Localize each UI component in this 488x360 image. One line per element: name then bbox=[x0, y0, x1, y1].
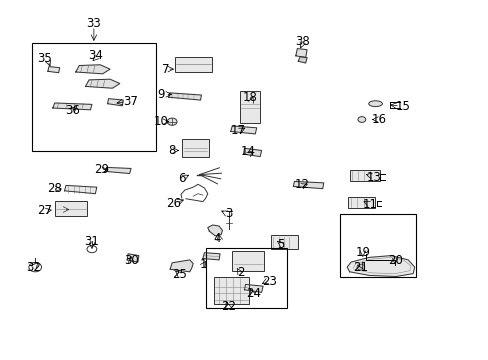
Bar bbox=[339, 214, 415, 277]
Text: 31: 31 bbox=[84, 235, 99, 248]
Text: 27: 27 bbox=[38, 204, 52, 217]
Text: 18: 18 bbox=[243, 91, 257, 104]
Ellipse shape bbox=[368, 101, 382, 107]
Polygon shape bbox=[244, 284, 263, 292]
Text: 37: 37 bbox=[123, 95, 138, 108]
Bar bbox=[32, 43, 156, 151]
Text: 36: 36 bbox=[65, 104, 80, 117]
Text: 12: 12 bbox=[294, 178, 309, 191]
Circle shape bbox=[356, 264, 364, 270]
Text: 25: 25 bbox=[172, 268, 187, 281]
Circle shape bbox=[357, 117, 365, 122]
Text: 5: 5 bbox=[277, 238, 285, 251]
Text: 24: 24 bbox=[245, 287, 260, 300]
Bar bbox=[206, 248, 286, 308]
Bar bbox=[349, 170, 379, 181]
Polygon shape bbox=[293, 181, 323, 189]
Text: 29: 29 bbox=[94, 163, 109, 176]
Text: 38: 38 bbox=[294, 35, 309, 48]
Bar bbox=[232, 251, 264, 271]
Bar bbox=[271, 235, 298, 249]
Bar bbox=[214, 277, 249, 304]
Text: 15: 15 bbox=[395, 100, 410, 113]
Text: 4: 4 bbox=[213, 232, 221, 245]
Text: 10: 10 bbox=[154, 115, 168, 128]
Text: 14: 14 bbox=[241, 145, 255, 158]
Text: 34: 34 bbox=[88, 49, 102, 62]
Text: 9: 9 bbox=[157, 88, 165, 101]
Text: 30: 30 bbox=[123, 255, 138, 267]
Polygon shape bbox=[85, 79, 120, 88]
Text: 3: 3 bbox=[224, 207, 232, 220]
Text: 8: 8 bbox=[168, 144, 176, 157]
Bar bbox=[182, 139, 208, 157]
Polygon shape bbox=[48, 67, 60, 73]
Text: 21: 21 bbox=[353, 261, 367, 274]
Polygon shape bbox=[64, 185, 97, 194]
Text: 6: 6 bbox=[178, 172, 185, 185]
Text: 16: 16 bbox=[371, 113, 386, 126]
Text: 28: 28 bbox=[47, 183, 62, 195]
Text: 2: 2 bbox=[236, 266, 244, 279]
Polygon shape bbox=[207, 225, 222, 236]
Text: 23: 23 bbox=[262, 275, 277, 288]
Circle shape bbox=[167, 118, 177, 125]
Polygon shape bbox=[76, 65, 110, 74]
Bar bbox=[55, 201, 86, 216]
Polygon shape bbox=[243, 148, 261, 157]
Polygon shape bbox=[203, 253, 220, 260]
Text: 11: 11 bbox=[363, 198, 377, 211]
Text: 26: 26 bbox=[166, 197, 181, 210]
Polygon shape bbox=[295, 49, 306, 58]
Text: 7: 7 bbox=[161, 63, 169, 76]
Text: 19: 19 bbox=[355, 246, 369, 259]
Text: 13: 13 bbox=[366, 171, 381, 184]
Polygon shape bbox=[105, 167, 131, 174]
Bar bbox=[347, 197, 374, 208]
Bar bbox=[239, 91, 260, 123]
Polygon shape bbox=[107, 99, 123, 106]
Polygon shape bbox=[170, 260, 193, 272]
Text: 20: 20 bbox=[387, 255, 402, 267]
Polygon shape bbox=[53, 103, 92, 110]
Polygon shape bbox=[127, 254, 139, 262]
Text: 1: 1 bbox=[199, 258, 206, 271]
Text: 22: 22 bbox=[221, 300, 236, 313]
Polygon shape bbox=[346, 256, 414, 276]
Bar bbox=[175, 57, 211, 72]
Polygon shape bbox=[298, 57, 306, 63]
Text: 35: 35 bbox=[38, 52, 52, 65]
Text: 32: 32 bbox=[26, 261, 41, 274]
Polygon shape bbox=[168, 93, 201, 100]
Text: 17: 17 bbox=[231, 124, 245, 137]
Text: 33: 33 bbox=[86, 17, 101, 30]
Polygon shape bbox=[230, 126, 256, 134]
